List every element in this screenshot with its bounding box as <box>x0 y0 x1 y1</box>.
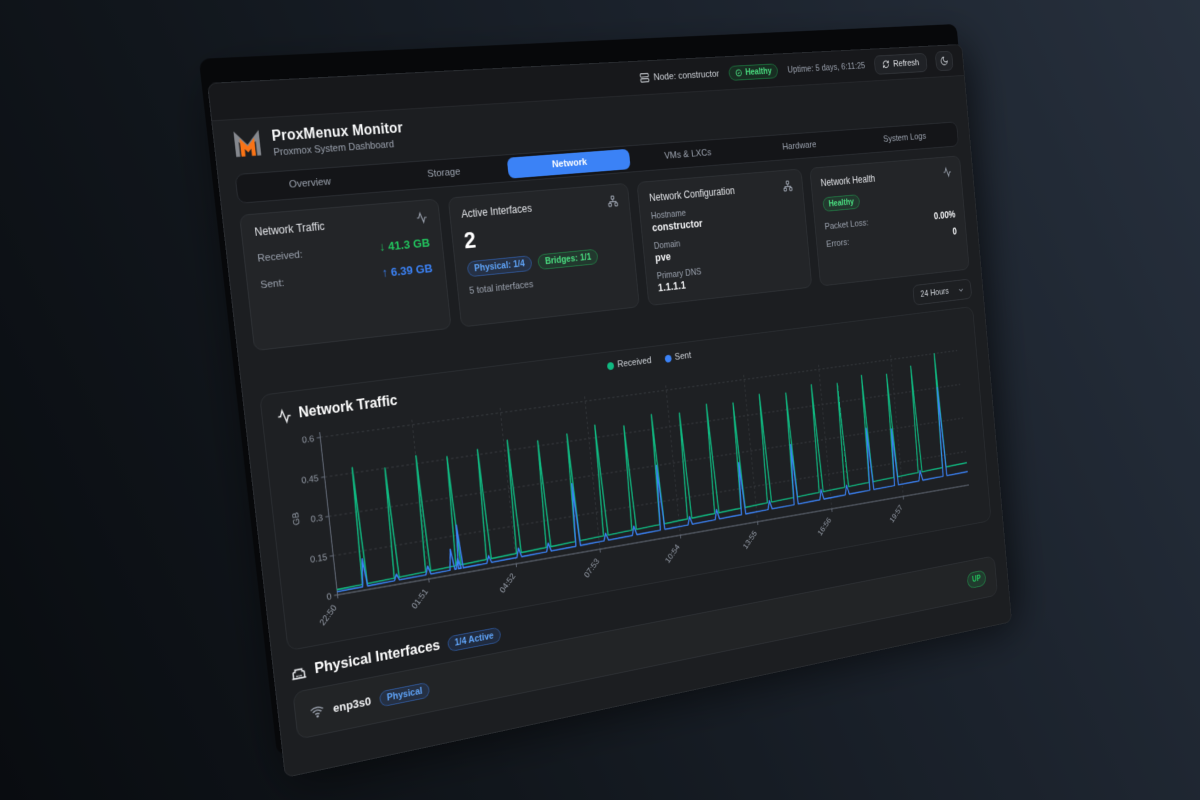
errors-label: Errors: <box>825 237 850 250</box>
packet-loss-value: 0.00% <box>933 208 956 222</box>
svg-text:13:55: 13:55 <box>742 529 759 551</box>
dashboard-window: Node: constructor Healthy Uptime: 5 days… <box>207 44 1012 778</box>
ethernet-port-icon <box>289 662 307 682</box>
sent-label: Sent: <box>259 277 285 291</box>
errors-value: 0 <box>952 225 958 238</box>
legend-sent-dot <box>664 354 672 363</box>
traffic-line-chart: 0 0.15 0.3 0.45 0.6 22:50 01:51 04:52 07:53 10:54… <box>291 337 980 628</box>
svg-text:0.6: 0.6 <box>301 434 314 446</box>
card-title: Active Interfaces <box>460 202 533 221</box>
tab-vms-lxcs[interactable]: VMs & LXCs <box>663 147 712 162</box>
svg-text:0: 0 <box>326 592 332 603</box>
svg-text:0.45: 0.45 <box>301 473 319 486</box>
legend-received-dot <box>606 361 615 370</box>
network-health-card: Network Health Healthy Packet Loss: 0.00%… <box>809 155 970 287</box>
physical-count-badge: Physical: 1/4 <box>466 255 533 278</box>
card-title: Network Health <box>820 172 876 189</box>
health-badge: Healthy <box>728 62 779 81</box>
packet-loss-label: Packet Loss: <box>824 218 869 232</box>
svg-text:07:53: 07:53 <box>583 557 602 580</box>
refresh-button[interactable]: Refresh <box>873 52 928 75</box>
svg-text:0.15: 0.15 <box>310 552 328 565</box>
sent-value: ↑ 6.39 GB <box>381 261 434 280</box>
refresh-icon <box>882 60 890 69</box>
time-range-select[interactable]: 24 Hours <box>912 278 973 306</box>
tab-network[interactable]: Network <box>506 148 631 179</box>
network-traffic-card: Network Traffic Received: ↓ 41.3 GB Sent:… <box>239 198 452 352</box>
received-label: Received: <box>256 248 304 264</box>
proxmenux-logo <box>230 128 266 163</box>
tab-overview[interactable]: Overview <box>288 176 332 191</box>
legend-received[interactable]: Received <box>606 355 652 371</box>
legend-sent[interactable]: Sent <box>664 350 692 363</box>
card-title: Network Traffic <box>253 219 326 239</box>
network-icon <box>782 180 793 192</box>
uptime-label: Uptime: 5 days, 6:11:25 <box>787 60 866 75</box>
interface-status-badge: UP <box>966 569 987 590</box>
node-label: Node: constructor <box>653 68 720 83</box>
svg-text:0.3: 0.3 <box>310 513 323 525</box>
main-content: Network Traffic Received: ↓ 41.3 GB Sent:… <box>223 155 1009 743</box>
network-configuration-card: Network Configuration Hostname constructo… <box>636 168 812 307</box>
check-circle-icon <box>735 68 743 77</box>
card-title: Network Configuration <box>648 184 736 204</box>
wifi-icon <box>309 703 325 721</box>
svg-text:16:56: 16:56 <box>816 516 833 538</box>
tab-storage[interactable]: Storage <box>426 166 461 180</box>
svg-text:01:51: 01:51 <box>410 587 431 611</box>
interface-type-badge: Physical <box>378 681 431 707</box>
svg-text:04:52: 04:52 <box>498 572 518 595</box>
received-value: ↓ 41.3 GB <box>378 235 431 254</box>
svg-text:19:57: 19:57 <box>888 504 904 525</box>
activity-icon <box>276 407 293 424</box>
dark-mode-toggle[interactable] <box>934 50 954 72</box>
active-count-badge: 1/4 Active <box>446 626 502 652</box>
network-traffic-chart-card: Network Traffic Received Sent 0 0.15 0.3 0.… <box>259 306 992 652</box>
svg-text:10:54: 10:54 <box>664 542 682 565</box>
interface-name: enp3s0 <box>332 694 372 716</box>
activity-icon <box>942 166 952 178</box>
moon-icon <box>940 56 949 67</box>
svg-text:GB: GB <box>291 511 303 526</box>
node-indicator: Node: constructor <box>639 68 720 83</box>
bridges-count-badge: Bridges: 1/1 <box>537 248 599 271</box>
network-icon <box>607 195 619 208</box>
svg-text:22:50: 22:50 <box>318 603 339 627</box>
activity-icon <box>415 211 428 224</box>
server-icon <box>639 72 650 83</box>
health-status-badge: Healthy <box>822 194 861 212</box>
active-interfaces-card: Active Interfaces 2 Physical: 1/4 Bridge… <box>447 182 640 328</box>
tab-system-logs[interactable]: System Logs <box>882 131 927 145</box>
chevron-down-icon <box>957 285 965 294</box>
tab-hardware[interactable]: Hardware <box>782 139 817 153</box>
app-titles: ProxMenux Monitor Proxmox System Dashboa… <box>271 121 405 159</box>
